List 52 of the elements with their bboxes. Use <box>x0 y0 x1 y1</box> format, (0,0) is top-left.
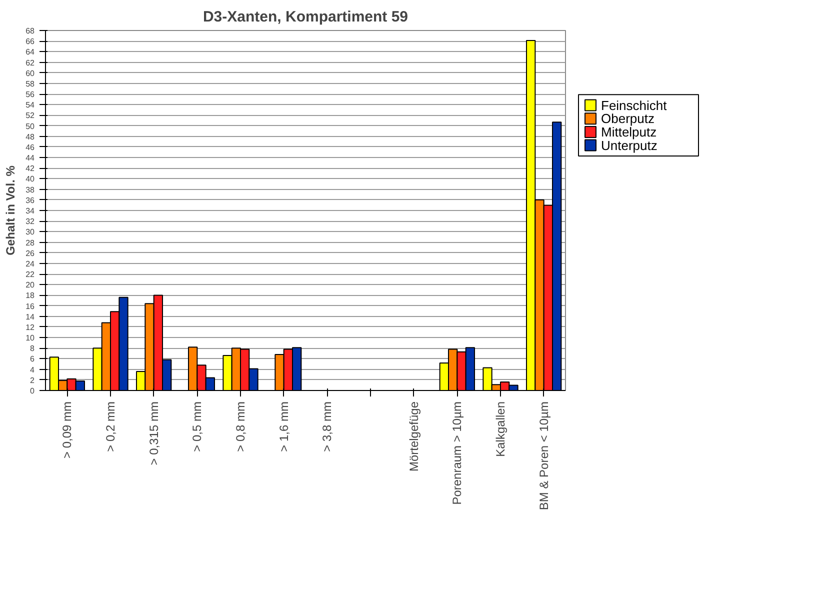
legend-label: Oberputz <box>601 111 654 126</box>
y-tick-label: 40 <box>26 174 36 184</box>
x-tick-label: BM & Poren < 10µm <box>536 401 551 510</box>
x-tick-label: > 1,6 mm <box>276 401 291 452</box>
y-tick-label: 48 <box>26 132 36 142</box>
y-tick-label: 6 <box>30 354 36 364</box>
y-tick-label: 44 <box>26 154 36 163</box>
x-tick-label: > 0,09 mm <box>60 401 74 459</box>
y-tick-label: 64 <box>26 48 36 57</box>
y-tick-label: 32 <box>26 217 36 226</box>
y-tick-label: 8 <box>30 344 36 354</box>
y-tick-label: 14 <box>26 312 36 322</box>
y-tick-label: 30 <box>26 228 36 237</box>
y-tick-label: 50 <box>26 122 36 131</box>
y-tick-label: 46 <box>26 142 36 152</box>
y-tick-label: 36 <box>26 196 36 205</box>
y-tick-label: 58 <box>26 79 36 88</box>
chart-title: D3-Xanten, Kompartiment 59 <box>202 8 408 26</box>
y-tick-label: 66 <box>26 37 36 46</box>
y-tick-label: 0 <box>30 386 36 396</box>
y-tick-label: 12 <box>26 322 36 332</box>
x-tick-label: > 0,5 mm <box>190 401 204 452</box>
y-tick-label: 22 <box>26 270 36 280</box>
y-tick-label: 38 <box>26 185 36 194</box>
y-tick-label: 26 <box>26 248 36 258</box>
y-tick-label: 34 <box>26 206 36 216</box>
y-tick-label: 52 <box>26 111 36 120</box>
y-tick-label: 54 <box>26 100 36 110</box>
legend-label: Feinschicht <box>601 98 668 113</box>
y-tick-label: 62 <box>26 58 36 68</box>
y-tick-label: 4 <box>30 365 36 374</box>
y-tick-label: 60 <box>26 68 36 78</box>
y-tick-label: 68 <box>26 26 36 36</box>
y-tick-label: 20 <box>26 280 36 290</box>
y-tick-label: 56 <box>26 90 36 100</box>
y-tick-label: 2 <box>30 376 36 385</box>
y-tick-label: 16 <box>26 302 36 311</box>
x-tick-label: > 0,8 mm <box>234 401 248 452</box>
legend-label: Mittelputz <box>601 124 657 140</box>
x-tick-label: Porenraum > 10µm <box>450 401 464 505</box>
y-tick-label: 10 <box>26 334 36 343</box>
y-tick-label: 42 <box>26 164 36 174</box>
y-tick-label: 18 <box>26 291 36 300</box>
x-tick-label: > 3,8 mm <box>320 401 334 452</box>
y-axis-title: Gehalt in Vol. % <box>4 165 18 256</box>
x-tick-label: Kalkgallen <box>494 401 508 457</box>
x-tick-label: Mörtelgefüge <box>406 401 421 472</box>
y-tick-label: 28 <box>26 238 36 248</box>
legend-label: Unterputz <box>601 138 658 153</box>
x-tick-label: > 0,2 mm <box>104 401 118 452</box>
x-tick-label: > 0,315 mm <box>146 401 161 466</box>
y-tick-label: 24 <box>26 259 36 268</box>
